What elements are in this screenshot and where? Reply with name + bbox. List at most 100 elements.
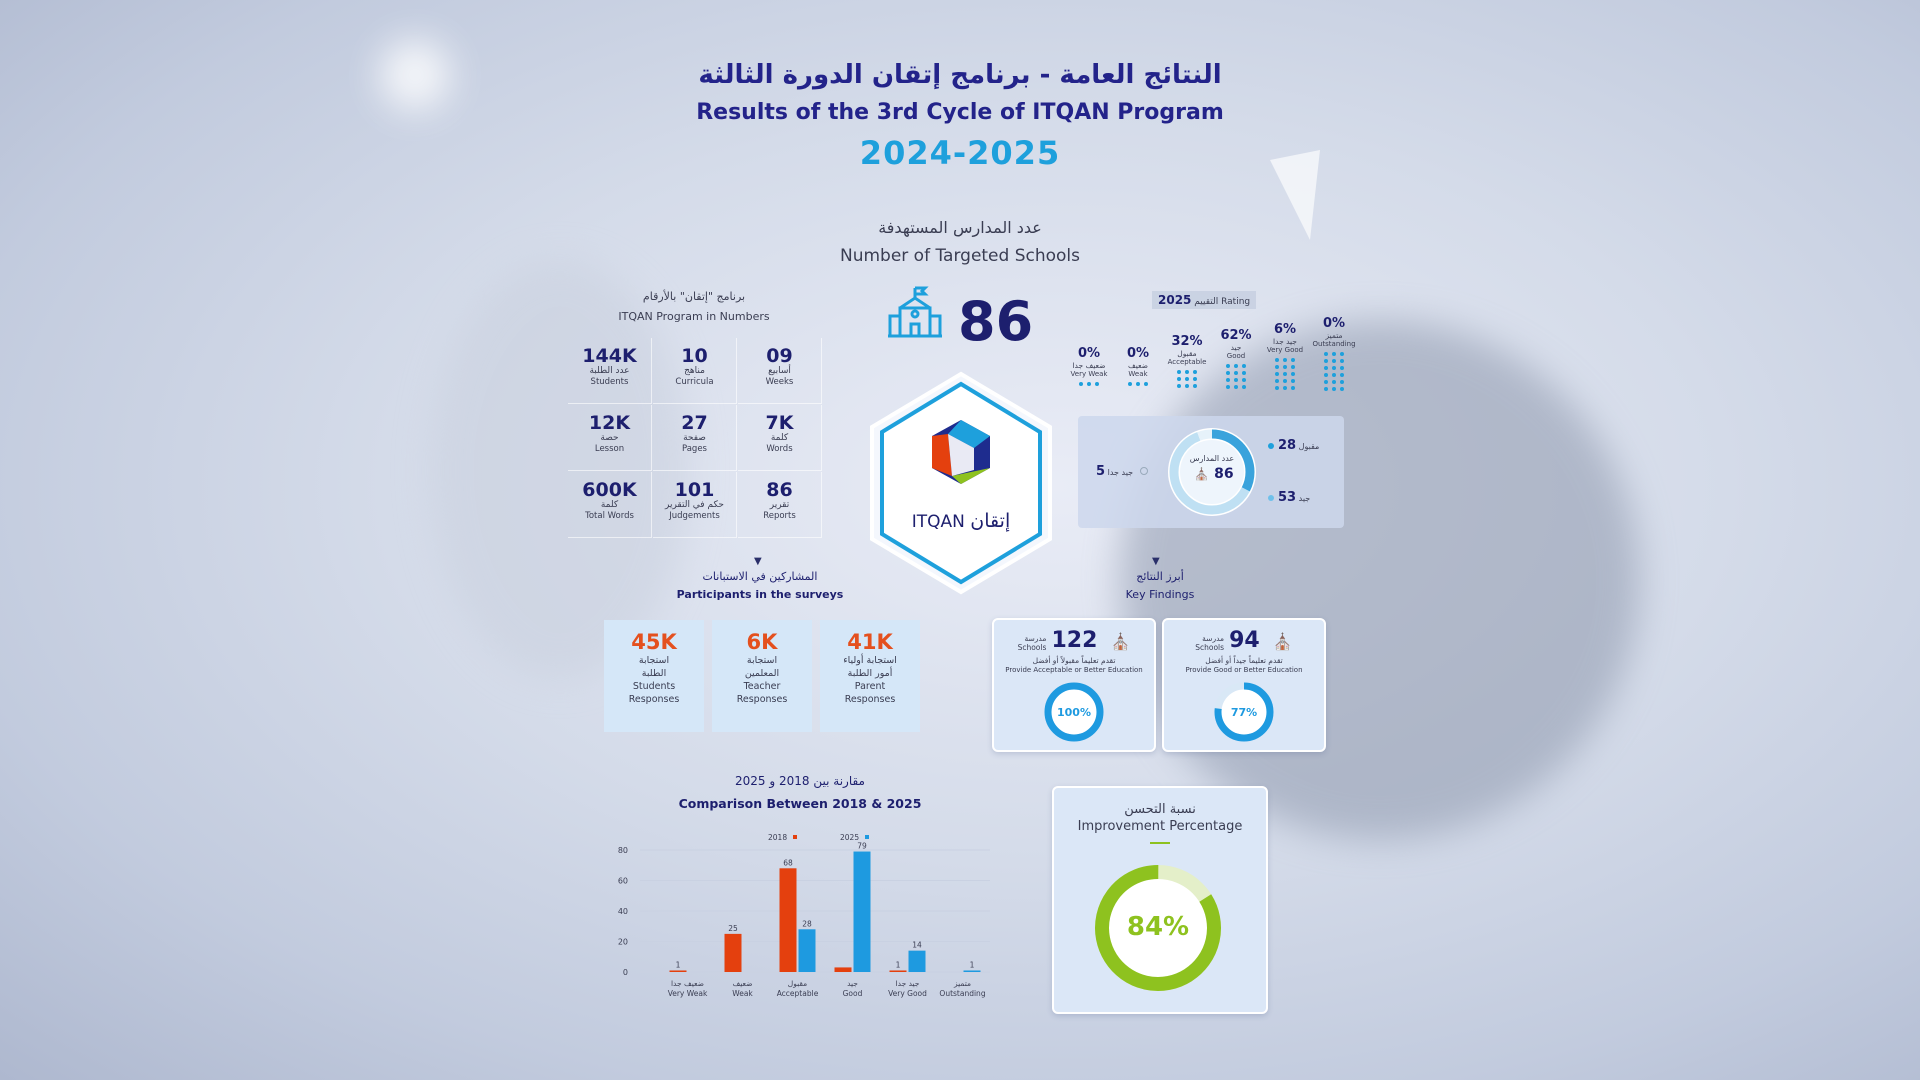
donut-hole xyxy=(1180,440,1244,504)
chart-data-label: 1 xyxy=(970,960,975,969)
finding-unit-ar: مدرسة xyxy=(1202,633,1225,643)
rating-year: 2025 xyxy=(1158,293,1192,307)
chart-x-tick: Very Weak xyxy=(668,989,708,998)
rating-dot xyxy=(1127,382,1132,386)
rating-dot xyxy=(1225,378,1230,382)
chart-data-label: 25 xyxy=(728,924,738,933)
number-value: 144K xyxy=(582,345,637,367)
rating-percent: 0% xyxy=(1322,316,1346,331)
donut-center-label: عدد المدارس xyxy=(1189,454,1235,463)
chart-legend-swatch xyxy=(865,835,869,839)
number-value: 7K xyxy=(765,412,794,434)
rating-dots xyxy=(1115,382,1161,386)
school-icon xyxy=(888,286,942,338)
title-years: 2024-2025 xyxy=(859,134,1061,172)
survey-label-ar-1: استجابة أولياء xyxy=(843,655,897,666)
number-cell: 144K عدد الطلبة Students xyxy=(568,338,652,404)
rating-dot xyxy=(1233,378,1238,382)
rating-column: 62% جيد Good xyxy=(1213,328,1259,389)
number-label-ar: تقرير xyxy=(769,500,790,510)
background-blur xyxy=(1120,320,1640,840)
rating-column: 32% مقبول Acceptable xyxy=(1164,334,1210,388)
rating-dot xyxy=(1282,365,1287,369)
survey-label-en-1: Students xyxy=(632,681,676,692)
rating-percent: 62% xyxy=(1220,328,1252,343)
finding-ring-fill xyxy=(1214,682,1274,742)
donut-school-icon: ⛪ xyxy=(1194,467,1210,481)
number-cell: 86 تقرير Reports xyxy=(738,472,822,538)
number-label-ar: أسابيع xyxy=(768,366,791,376)
chart-y-tick: 60 xyxy=(618,877,628,886)
numbers-grid: 144K عدد الطلبة Students 10 مناهج Curricu… xyxy=(568,338,822,538)
itqan-logo-wordmark: ITQAN إتقان xyxy=(868,510,1054,532)
rating-label-ar: التقييم xyxy=(1194,297,1219,307)
chart-x-tick: Very Good xyxy=(888,989,927,998)
findings-arrow-icon: ▼ xyxy=(1152,556,1160,567)
rating-dot xyxy=(1176,370,1181,374)
number-label-ar: كلمة xyxy=(770,433,789,443)
rating-dot xyxy=(1339,359,1344,363)
number-label-en: Judgements xyxy=(669,511,720,521)
number-label-ar: عدد الطلبة xyxy=(589,366,630,376)
title-arabic: النتائج العامة - برنامج إتقان الدورة الث… xyxy=(698,60,1222,90)
donut-callout-good-label: جيد xyxy=(1298,494,1311,503)
chart-y-tick: 0 xyxy=(623,968,628,977)
number-label-en: Curricula xyxy=(675,377,714,387)
finding-desc-en: Provide Good or Better Education xyxy=(1185,666,1303,674)
itqan-logo-icon xyxy=(932,420,990,484)
donut-callout-acceptable-label: مقبول xyxy=(1298,442,1320,451)
chart-data-label: 68 xyxy=(783,858,793,867)
survey-label-en-2: Responses xyxy=(736,694,788,705)
rating-dot xyxy=(1241,371,1246,375)
logo-brand-latin: ITQAN xyxy=(911,512,965,532)
finding-value: 94 xyxy=(1229,628,1260,653)
finding-value: 122 xyxy=(1051,628,1098,653)
rating-dot xyxy=(1323,380,1328,384)
rating-dot xyxy=(1176,384,1181,388)
chart-x-tick: Weak xyxy=(732,989,753,998)
number-label-ar: كلمة xyxy=(600,500,619,510)
rating-label-ar: جيد xyxy=(1230,343,1242,352)
chart-y-tick: 40 xyxy=(618,907,628,916)
improvement-divider xyxy=(1150,842,1170,844)
rating-dot xyxy=(1241,364,1246,368)
rating-dot xyxy=(1274,365,1279,369)
rating-label-en: Acceptable xyxy=(1167,358,1207,366)
donut-callout-very-good: جيد جدا 5 xyxy=(1096,464,1148,479)
rating-label-ar: ضعيف xyxy=(1127,361,1148,370)
rating-dot xyxy=(1339,387,1344,391)
survey-label-ar-1: استجابة xyxy=(638,655,670,666)
chart-x-tick-ar: جيد جدا xyxy=(896,979,920,988)
number-label-en: Words xyxy=(766,444,793,454)
rating-label-en: Outstanding xyxy=(1312,340,1356,348)
number-label-ar: حصة xyxy=(600,433,619,443)
number-label-ar: حكم في التقرير xyxy=(665,500,724,510)
title-english: Results of the 3rd Cycle of ITQAN Progra… xyxy=(696,100,1224,125)
rating-percent: 32% xyxy=(1171,334,1203,349)
survey-label-ar-1: استجابة xyxy=(746,655,778,666)
number-value: 09 xyxy=(766,345,793,367)
chart-legend-label: 2018 xyxy=(768,833,787,842)
number-value: 27 xyxy=(681,412,708,434)
donut-center-number: 86 xyxy=(1214,466,1234,482)
finding-ring-fill xyxy=(1044,682,1104,742)
number-cell: 600K كلمة Total Words xyxy=(568,472,652,538)
rating-dot xyxy=(1233,364,1238,368)
rating-dot xyxy=(1290,386,1295,390)
rating-label-ar: جيد جدا xyxy=(1273,337,1297,346)
number-cell: 12K حصة Lesson xyxy=(568,405,652,471)
number-value: 12K xyxy=(588,412,631,434)
chart-data-label: 1 xyxy=(676,960,681,969)
rating-dot xyxy=(1290,379,1295,383)
number-cell: 10 مناهج Curricula xyxy=(653,338,737,404)
findings-label-ar: أبرز النتائج xyxy=(1136,570,1184,583)
donut-callout-good: جيد 53 xyxy=(1268,490,1310,505)
rating-dot xyxy=(1233,371,1238,375)
chart-bar xyxy=(889,970,907,972)
survey-label-en-1: Parent xyxy=(854,681,886,692)
donut-callout-good-value: 53 xyxy=(1278,490,1297,505)
rating-dot xyxy=(1282,386,1287,390)
improvement-label-ar: نسبة التحسن xyxy=(1124,802,1196,817)
rating-dot xyxy=(1078,382,1083,386)
